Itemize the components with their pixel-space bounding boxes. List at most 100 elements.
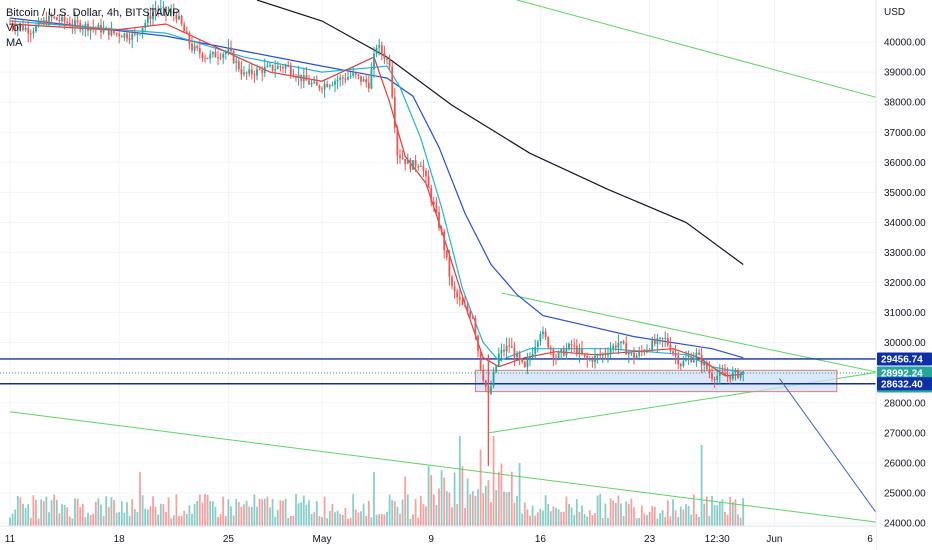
volume-bar xyxy=(266,496,269,526)
volume-bar xyxy=(539,508,542,526)
volume-bars xyxy=(9,436,745,526)
volume-bar xyxy=(438,488,440,526)
volume-bar xyxy=(731,502,734,526)
volume-bar xyxy=(118,512,121,526)
volume-bar xyxy=(557,509,560,526)
volume-bar xyxy=(321,517,323,526)
candle-body xyxy=(243,72,245,75)
candle-body xyxy=(211,51,214,55)
candle-body xyxy=(295,76,297,78)
candle-body xyxy=(58,19,61,22)
volume-bar xyxy=(547,503,550,526)
volume-bar xyxy=(607,517,609,526)
price-tick-label: 34000.00 xyxy=(884,218,926,229)
candle-body xyxy=(383,53,386,59)
volume-bar xyxy=(328,511,331,526)
volume-bar xyxy=(27,504,30,526)
candle-body xyxy=(742,371,745,374)
support-zone[interactable] xyxy=(474,369,838,393)
candle-body xyxy=(703,362,706,366)
volume-bar xyxy=(718,502,721,526)
time-tick-label: 23 xyxy=(644,534,656,545)
volume-bar xyxy=(586,516,589,526)
candle-body xyxy=(419,165,422,167)
candle-body xyxy=(193,45,196,51)
candle-body xyxy=(94,27,97,29)
candle-body xyxy=(401,158,404,160)
candle-body xyxy=(495,365,498,373)
candle-body xyxy=(149,15,152,20)
time-tick-label: 18 xyxy=(114,534,126,545)
candle-body xyxy=(188,32,191,44)
volume-bar xyxy=(432,494,435,526)
candle-body xyxy=(430,187,433,202)
volume-bar xyxy=(141,495,144,526)
volume-bar xyxy=(692,494,695,526)
volume-bar xyxy=(253,494,256,526)
chart-legend: Bitcoin / U.S. Dollar, 4h, BITSTAMP Vol … xyxy=(6,6,179,51)
candle-body xyxy=(27,28,30,34)
volume-bar xyxy=(159,503,162,526)
candle-body xyxy=(393,96,396,128)
candle-body xyxy=(388,58,391,67)
volume-bar xyxy=(154,506,157,526)
volume-bar xyxy=(175,494,178,526)
candle-body xyxy=(698,352,700,355)
volume-bar xyxy=(383,514,386,526)
candle-body xyxy=(362,79,365,82)
candle-body xyxy=(466,306,469,312)
candle-body xyxy=(219,57,222,59)
price-axis[interactable]: USD 24000.00 25000.00 26000.00 27000.00 28000… xyxy=(875,0,932,550)
candle-body xyxy=(139,33,141,35)
volume-bar xyxy=(742,498,745,526)
candle-body xyxy=(248,69,251,74)
volume-bar xyxy=(523,502,526,526)
volume-bar xyxy=(630,498,633,526)
candle-body xyxy=(14,27,17,30)
volume-bar xyxy=(612,500,615,526)
volume-bar xyxy=(219,514,222,526)
volume-bar xyxy=(305,504,308,526)
volume-bar xyxy=(362,503,365,526)
volume-bar xyxy=(269,507,271,526)
volume-bar xyxy=(588,510,591,526)
time-tick-label: 9 xyxy=(428,534,434,545)
volume-bar xyxy=(513,502,516,526)
volume-bar xyxy=(123,512,126,526)
price-tick-label: 24000.00 xyxy=(884,518,926,529)
volume-indicator-label[interactable]: Vol xyxy=(6,22,22,34)
projection-arrow[interactable] xyxy=(779,378,885,524)
candle-body xyxy=(378,45,381,48)
candle-body xyxy=(591,359,594,362)
symbol-title[interactable]: Bitcoin / U.S. Dollar, 4h, BITSTAMP xyxy=(6,7,180,19)
level-tag-upper: 29456.74 xyxy=(881,354,923,365)
ma-indicator-label[interactable]: MA xyxy=(6,37,23,49)
candle-body xyxy=(279,66,282,68)
candle-body xyxy=(360,75,362,82)
candle-body xyxy=(534,346,537,354)
volume-bar xyxy=(370,517,373,526)
time-axis[interactable]: 11 18 25 May 9 16 23 12:30 Jun 6 xyxy=(0,525,876,550)
candle-body xyxy=(157,9,160,11)
candle-body xyxy=(464,304,466,307)
volume-bar xyxy=(682,509,685,526)
volume-bar xyxy=(245,500,248,526)
volume-bar xyxy=(380,513,383,526)
volume-bar xyxy=(713,504,716,526)
volume-bar xyxy=(24,508,27,526)
volume-bar xyxy=(627,503,630,526)
candle-body xyxy=(185,31,188,33)
volume-bar xyxy=(300,502,303,526)
volume-bar xyxy=(222,496,225,526)
candle-body xyxy=(32,31,35,34)
volume-bar xyxy=(152,496,154,526)
candle-body xyxy=(456,291,459,298)
volume-bar xyxy=(461,466,464,526)
volume-bar xyxy=(185,514,188,526)
candle-body xyxy=(326,83,329,87)
volume-bar xyxy=(518,463,521,526)
volume-bar xyxy=(97,498,100,526)
volume-bar xyxy=(76,498,79,526)
candle-body xyxy=(302,75,305,82)
